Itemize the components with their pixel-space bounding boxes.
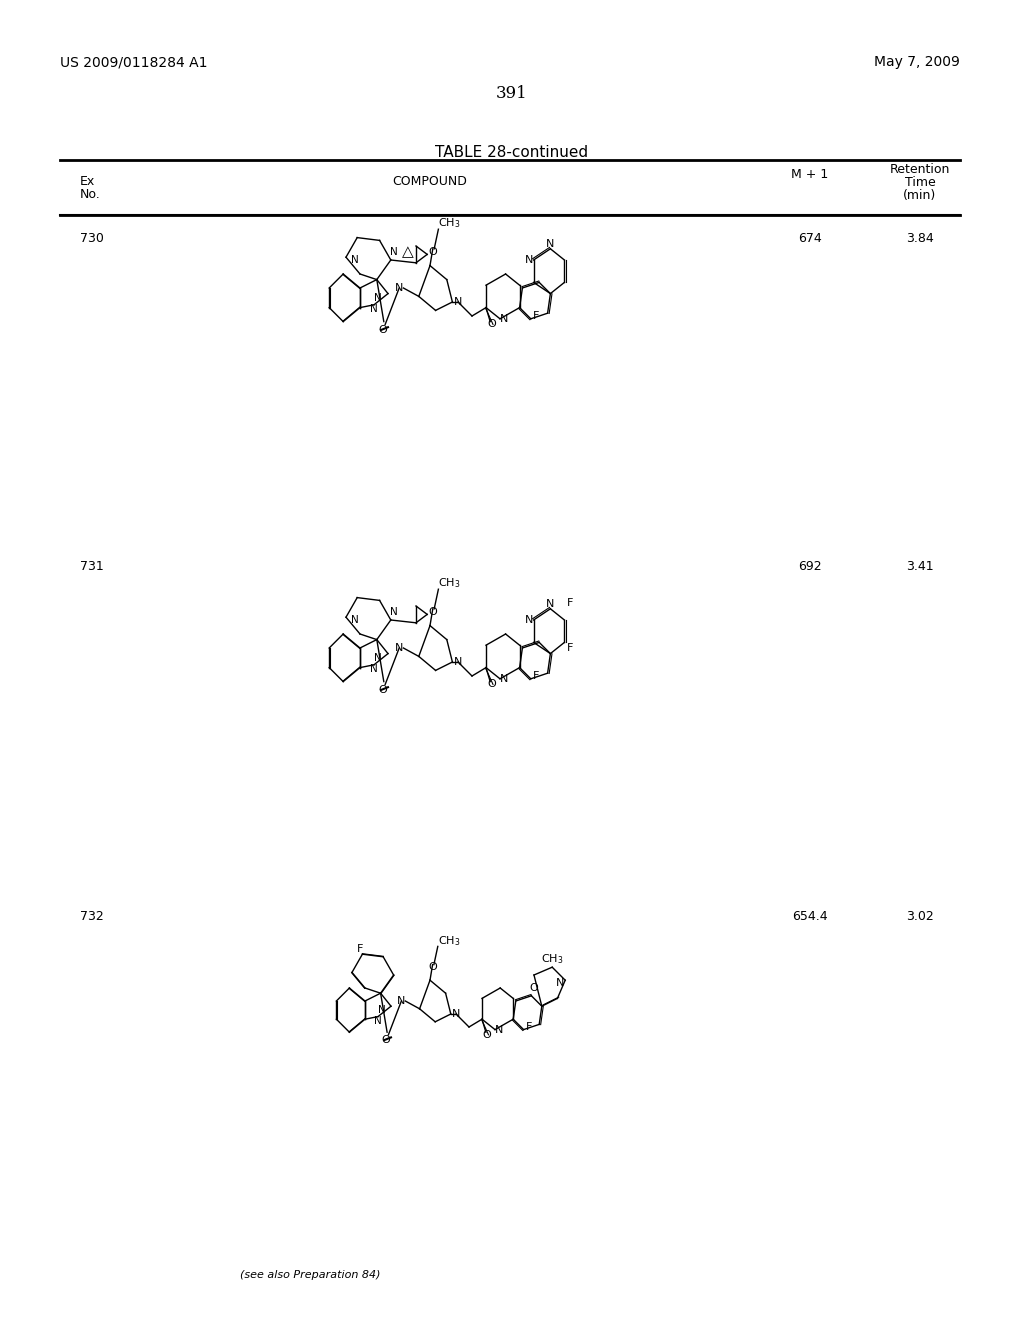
Text: CH$_3$: CH$_3$: [438, 935, 461, 948]
Text: O: O: [487, 319, 496, 330]
Text: N: N: [495, 1024, 504, 1035]
Text: TABLE 28-continued: TABLE 28-continued: [435, 145, 589, 160]
Text: 674: 674: [798, 232, 822, 246]
Text: Ex: Ex: [80, 176, 95, 187]
Text: N: N: [454, 297, 462, 308]
Text: N: N: [454, 657, 462, 667]
Text: O: O: [487, 680, 496, 689]
Text: N: N: [525, 615, 534, 624]
Text: CH$_3$: CH$_3$: [438, 216, 461, 231]
Text: O: O: [428, 962, 437, 973]
Text: N: N: [378, 1005, 386, 1015]
Text: F: F: [525, 1022, 532, 1032]
Text: F: F: [356, 944, 362, 954]
Text: 731: 731: [80, 560, 103, 573]
Text: US 2009/0118284 A1: US 2009/0118284 A1: [60, 55, 208, 69]
Text: N: N: [452, 1008, 460, 1019]
Text: (see also Preparation 84): (see also Preparation 84): [240, 1270, 380, 1280]
Text: 730: 730: [80, 232, 103, 246]
Text: O: O: [428, 247, 437, 256]
Text: N: N: [374, 1015, 382, 1026]
Text: No.: No.: [80, 187, 100, 201]
Text: O: O: [428, 607, 437, 616]
Text: Retention: Retention: [890, 162, 950, 176]
Text: M + 1: M + 1: [792, 168, 828, 181]
Text: CH$_3$: CH$_3$: [541, 953, 563, 966]
Text: N: N: [350, 255, 358, 265]
Text: O: O: [378, 325, 387, 335]
Text: N: N: [395, 643, 403, 653]
Text: 654.4: 654.4: [793, 909, 827, 923]
Text: N: N: [525, 255, 534, 265]
Text: N: N: [500, 673, 508, 684]
Text: △: △: [401, 244, 414, 259]
Text: (min): (min): [903, 189, 937, 202]
Text: N: N: [370, 664, 378, 675]
Text: May 7, 2009: May 7, 2009: [874, 55, 961, 69]
Text: N: N: [395, 282, 403, 293]
Text: N: N: [390, 607, 397, 616]
Text: N: N: [350, 615, 358, 624]
Text: O: O: [529, 983, 539, 993]
Text: Time: Time: [904, 176, 935, 189]
Text: N: N: [390, 247, 397, 256]
Text: N: N: [556, 978, 564, 987]
Text: CH$_3$: CH$_3$: [438, 577, 461, 590]
Text: 692: 692: [798, 560, 822, 573]
Text: 732: 732: [80, 909, 103, 923]
Text: N: N: [546, 239, 555, 248]
Text: N: N: [546, 599, 555, 609]
Text: F: F: [534, 312, 540, 321]
Text: N: N: [500, 314, 508, 323]
Text: F: F: [567, 598, 573, 609]
Text: O: O: [378, 685, 387, 696]
Text: 3.41: 3.41: [906, 560, 934, 573]
Text: F: F: [534, 671, 540, 681]
Text: N: N: [375, 653, 382, 663]
Text: 3.02: 3.02: [906, 909, 934, 923]
Text: N: N: [375, 293, 382, 302]
Text: N: N: [397, 997, 406, 1006]
Text: 391: 391: [496, 84, 528, 102]
Text: COMPOUND: COMPOUND: [392, 176, 467, 187]
Text: N: N: [370, 304, 378, 314]
Text: F: F: [567, 643, 573, 653]
Text: O: O: [483, 1030, 492, 1040]
Text: O: O: [381, 1035, 390, 1045]
Text: 3.84: 3.84: [906, 232, 934, 246]
